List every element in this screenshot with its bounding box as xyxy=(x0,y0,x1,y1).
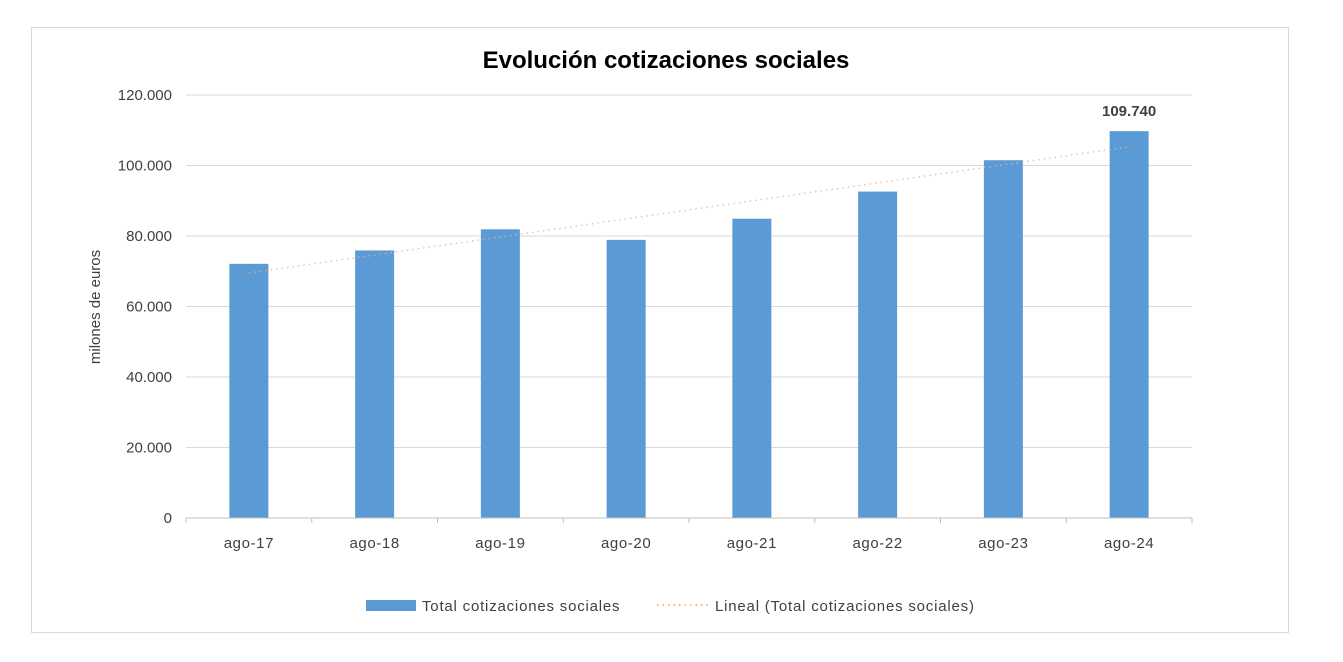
x-axis: ago-17 ago-18 ago-19 ago-20 ago-21 ago-22 ago-… xyxy=(185,517,1193,552)
y-tick-label: 120.000 xyxy=(118,87,172,104)
bar-ago-21 xyxy=(732,218,772,519)
bar-ago-17 xyxy=(229,263,269,518)
y-tick-label: 20.000 xyxy=(126,440,172,457)
x-tick-label: ago-19 xyxy=(475,535,525,552)
bar-ago-20 xyxy=(606,239,646,518)
bar-ago-24 xyxy=(1109,131,1149,518)
bar-ago-22 xyxy=(858,191,898,518)
x-tick-label: ago-17 xyxy=(224,535,274,552)
y-tick-label: 0 xyxy=(164,510,172,527)
data-labels: 109.740 xyxy=(1102,103,1156,120)
y-tick-label: 80.000 xyxy=(126,228,172,245)
y-tick-label: 40.000 xyxy=(126,369,172,386)
y-axis-ticks: 0 20.000 40.000 60.000 80.000 100.000 120.000 xyxy=(118,87,172,527)
gridlines xyxy=(186,94,1192,448)
legend-label-trendline: Lineal (Total cotizaciones sociales) xyxy=(715,598,975,615)
y-axis-title: milones de euros xyxy=(87,250,104,364)
y-tick-label: 60.000 xyxy=(126,299,172,316)
legend: Total cotizaciones sociales Lineal (Tota… xyxy=(366,598,975,615)
chart-frame: Evolución cotizaciones sociales 0 20.000 4… xyxy=(31,27,1289,633)
y-tick-label: 100.000 xyxy=(118,158,172,175)
data-label-ago-24: 109.740 xyxy=(1102,103,1156,120)
legend-label-bar: Total cotizaciones sociales xyxy=(422,598,620,615)
bar-ago-19 xyxy=(480,229,520,519)
bar-ago-23 xyxy=(983,160,1023,518)
chart-svg: Evolución cotizaciones sociales 0 20.000 4… xyxy=(87,47,1193,615)
bar-ago-18 xyxy=(355,250,395,518)
x-tick-label: ago-18 xyxy=(349,535,399,552)
chart-title: Evolución cotizaciones sociales xyxy=(483,47,850,74)
x-tick-label: ago-20 xyxy=(601,535,651,552)
x-tick-label: ago-23 xyxy=(978,535,1028,552)
bars xyxy=(229,131,1149,519)
legend-swatch-bar xyxy=(366,600,416,611)
x-tick-label: ago-22 xyxy=(852,535,902,552)
x-tick-label: ago-24 xyxy=(1104,535,1154,552)
x-tick-label: ago-21 xyxy=(727,535,777,552)
